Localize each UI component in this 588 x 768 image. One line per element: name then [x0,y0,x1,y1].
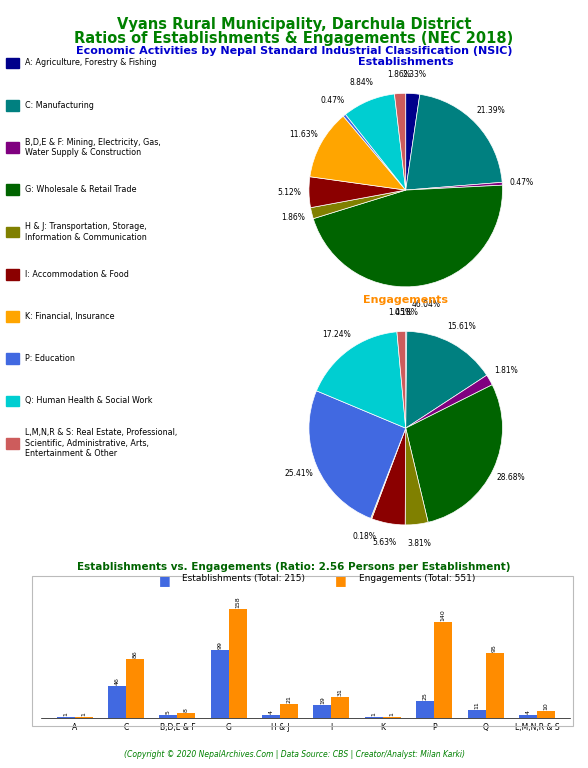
Text: 99: 99 [217,641,222,649]
Text: (Copyright © 2020 NepalArchives.Com | Data Source: CBS | Creator/Analyst: Milan : (Copyright © 2020 NepalArchives.Com | Da… [123,750,465,759]
Text: 1.45%: 1.45% [389,308,412,316]
Text: 21: 21 [286,695,292,703]
Text: 0.47%: 0.47% [510,178,534,187]
Title: Establishments: Establishments [358,57,453,67]
Wedge shape [406,94,420,190]
Text: K: Financial, Insurance: K: Financial, Insurance [25,312,114,321]
Text: 140: 140 [440,609,446,621]
Text: 1.81%: 1.81% [495,366,518,375]
Text: 4: 4 [526,710,530,714]
Bar [486,653,503,718]
Text: Vyans Rural Municipality, Darchula District: Vyans Rural Municipality, Darchula Distr… [117,17,471,32]
Wedge shape [313,185,503,286]
Text: 0.18%: 0.18% [352,532,376,541]
Text: G: Wholesale & Retail Trade: G: Wholesale & Retail Trade [25,185,136,194]
Text: 17.24%: 17.24% [323,330,352,339]
Wedge shape [406,332,487,429]
Text: 95: 95 [492,644,497,651]
Text: 0.18%: 0.18% [395,307,418,316]
Text: 31: 31 [338,688,343,696]
Text: 3.81%: 3.81% [407,539,431,548]
Wedge shape [370,429,406,518]
Bar [537,711,555,718]
Text: 8.84%: 8.84% [349,78,373,88]
Text: P: Education: P: Education [25,354,75,363]
Text: 0.47%: 0.47% [320,96,344,104]
Bar [416,701,434,718]
Text: 5: 5 [166,710,171,713]
Text: 8: 8 [184,707,189,711]
Text: 1.86%: 1.86% [387,70,411,78]
Wedge shape [395,94,406,190]
Wedge shape [406,182,502,190]
Text: C: Manufacturing: C: Manufacturing [25,101,93,110]
Bar [262,715,280,718]
Text: 15.61%: 15.61% [447,322,476,331]
Text: 158: 158 [235,597,240,608]
Wedge shape [343,114,406,190]
Text: 1: 1 [372,713,376,717]
Wedge shape [316,332,406,429]
Text: 25.41%: 25.41% [285,469,313,478]
Text: Economic Activities by Nepal Standard Industrial Classification (NSIC): Economic Activities by Nepal Standard In… [76,46,512,56]
Text: 46.04%: 46.04% [412,300,440,309]
Wedge shape [310,116,406,190]
Text: Establishments (Total: 215): Establishments (Total: 215) [182,574,305,583]
Text: 1.86%: 1.86% [281,214,305,222]
Bar [126,659,144,718]
Bar [280,703,298,718]
Bar [434,621,452,718]
Wedge shape [406,376,492,429]
Text: Engagements (Total: 551): Engagements (Total: 551) [359,574,475,583]
Bar [519,715,537,718]
Text: 28.68%: 28.68% [497,473,525,482]
Text: A: Agriculture, Forestry & Fishing: A: Agriculture, Forestry & Fishing [25,58,156,68]
Text: ■: ■ [335,574,347,587]
Bar [178,713,195,718]
Text: 46: 46 [115,677,119,685]
Text: 5.12%: 5.12% [278,188,302,197]
Wedge shape [406,94,502,190]
Wedge shape [397,332,406,429]
Text: 2.33%: 2.33% [402,70,426,79]
Bar [467,710,486,718]
Text: Q: Human Health & Social Work: Q: Human Health & Social Work [25,396,152,406]
Text: 21.39%: 21.39% [476,106,505,115]
Text: ■: ■ [159,574,171,587]
Wedge shape [406,385,503,522]
Text: 11: 11 [474,702,479,710]
Text: 1: 1 [63,713,68,717]
Bar [108,687,126,718]
Text: 19: 19 [320,696,325,704]
Bar [211,650,229,718]
Wedge shape [310,190,406,219]
Bar [332,697,349,718]
Text: 25: 25 [423,692,427,700]
Text: Ratios of Establishments & Engagements (NEC 2018): Ratios of Establishments & Engagements (… [74,31,514,46]
Text: 5.63%: 5.63% [373,538,397,547]
Text: 1: 1 [389,713,395,717]
Text: 1: 1 [81,713,86,717]
Wedge shape [309,177,406,207]
Text: B,D,E & F: Mining, Electricity, Gas,
Water Supply & Construction: B,D,E & F: Mining, Electricity, Gas, Wat… [25,137,161,157]
Text: H & J: Transportation, Storage,
Information & Communication: H & J: Transportation, Storage, Informat… [25,222,146,242]
Wedge shape [372,429,406,525]
Text: I: Accommodation & Food: I: Accommodation & Food [25,270,129,279]
Text: Establishments vs. Engagements (Ratio: 2.56 Persons per Establishment): Establishments vs. Engagements (Ratio: 2… [77,562,511,572]
Wedge shape [346,94,406,190]
Text: L,M,N,R & S: Real Estate, Professional,
Scientific, Administrative, Arts,
Entert: L,M,N,R & S: Real Estate, Professional, … [25,429,177,458]
Wedge shape [406,332,407,429]
Bar [159,715,178,718]
Title: Engagements: Engagements [363,295,448,305]
Bar [313,705,332,718]
Bar [229,609,247,718]
Text: 86: 86 [132,650,138,657]
Wedge shape [309,391,406,518]
Text: 10: 10 [543,703,549,710]
Wedge shape [405,429,428,525]
Text: 11.63%: 11.63% [290,130,319,138]
Text: 4: 4 [269,710,273,714]
